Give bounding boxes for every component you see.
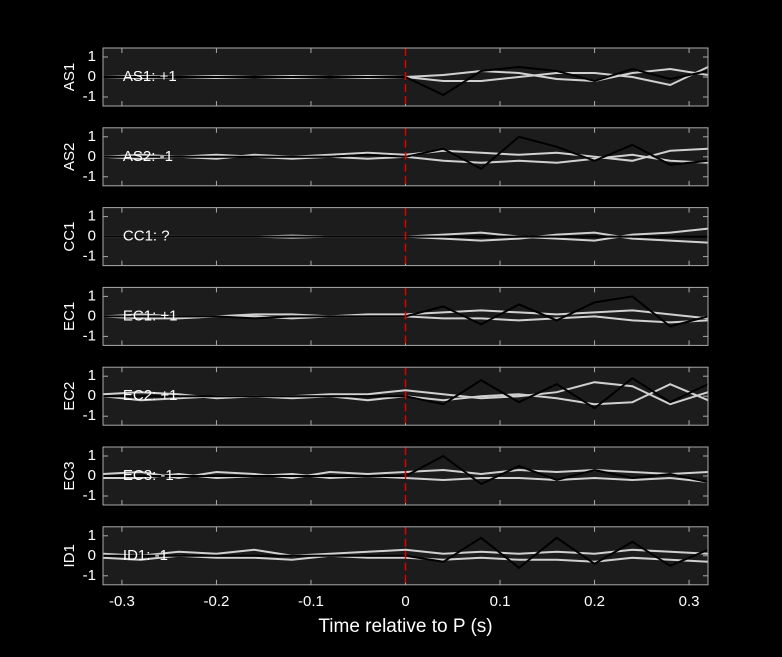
y-axis-label: EC1 bbox=[61, 302, 78, 331]
y-tick-label: -1 bbox=[83, 327, 96, 344]
x-tick-label: -0.1 bbox=[298, 593, 324, 610]
y-axis-label: EC2 bbox=[61, 382, 78, 411]
y-tick-label: -1 bbox=[83, 567, 96, 584]
y-tick-label: 1 bbox=[88, 48, 96, 65]
y-axis-label: AS1 bbox=[61, 63, 78, 91]
plot-frame bbox=[102, 286, 709, 346]
x-axis-label: Time relative to P (s) bbox=[318, 616, 492, 637]
x-tick-label: 0 bbox=[401, 593, 409, 610]
y-tick-label: 0 bbox=[88, 228, 96, 245]
y-tick-label: 0 bbox=[88, 148, 96, 165]
y-tick-label: 0 bbox=[88, 68, 96, 85]
y-tick-label: 0 bbox=[88, 387, 96, 404]
plot-frame bbox=[102, 127, 709, 187]
plot-frame bbox=[102, 207, 709, 267]
y-tick-label: -1 bbox=[83, 407, 96, 424]
trace bbox=[102, 548, 709, 557]
x-tick-label: 0.2 bbox=[584, 593, 605, 610]
x-tick-label: 0.3 bbox=[679, 593, 700, 610]
y-axis-label: ID1 bbox=[61, 544, 78, 567]
y-tick-label: -1 bbox=[83, 168, 96, 185]
y-tick-label: 1 bbox=[88, 367, 96, 384]
y-tick-label: 1 bbox=[88, 208, 96, 225]
y-tick-label: 1 bbox=[88, 128, 96, 145]
y-axis-label: AS2 bbox=[61, 143, 78, 171]
x-tick-label: -0.3 bbox=[109, 593, 135, 610]
x-tick-label: -0.2 bbox=[204, 593, 230, 610]
y-tick-label: -1 bbox=[83, 487, 96, 504]
y-tick-label: 0 bbox=[88, 547, 96, 564]
y-tick-label: -1 bbox=[83, 248, 96, 265]
plot-frame bbox=[102, 366, 709, 426]
plot-frame bbox=[102, 47, 709, 107]
plot-frame bbox=[102, 446, 709, 506]
x-tick-label: 0.1 bbox=[490, 593, 511, 610]
station-annotation: AS2: -1 bbox=[123, 148, 173, 165]
y-tick-label: 1 bbox=[88, 287, 96, 304]
y-axis-label: CC1 bbox=[61, 222, 78, 252]
y-tick-label: -1 bbox=[83, 88, 96, 105]
station-annotation: EC1: +1 bbox=[123, 307, 178, 324]
station-annotation: CC1: ? bbox=[123, 228, 170, 245]
plot-frame bbox=[102, 526, 709, 586]
y-tick-label: 0 bbox=[88, 467, 96, 484]
station-annotation: AS1: +1 bbox=[123, 68, 177, 85]
y-tick-label: 1 bbox=[88, 527, 96, 544]
y-tick-label: 1 bbox=[88, 447, 96, 464]
y-tick-label: 0 bbox=[88, 307, 96, 324]
station-annotation: ID1: -1 bbox=[123, 547, 168, 564]
y-axis-label: EC3 bbox=[61, 461, 78, 490]
station-annotation: EC3: -1 bbox=[123, 467, 174, 484]
station-annotation: EC2: +1 bbox=[123, 387, 178, 404]
